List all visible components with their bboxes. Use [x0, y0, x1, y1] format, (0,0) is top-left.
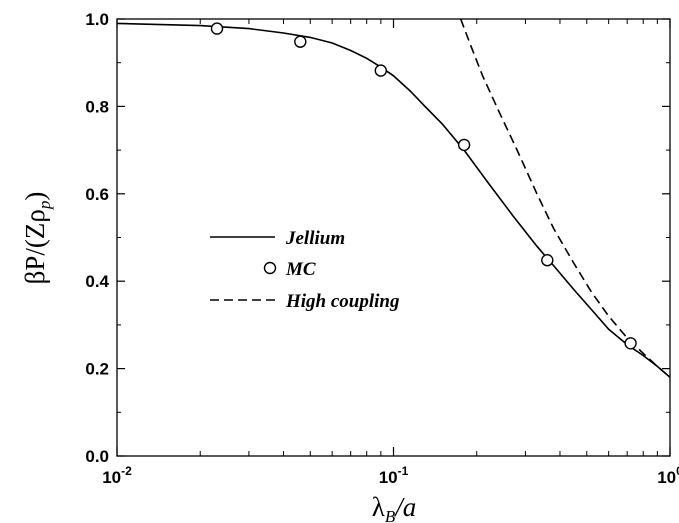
mc-marker — [210, 22, 224, 35]
mc-marker — [294, 35, 307, 48]
jellium-line — [117, 22, 670, 378]
axis-labels: λB/a βP/(Zρp) — [20, 192, 416, 523]
legend-label: High coupling — [285, 291, 400, 312]
high-coupling-line — [459, 19, 670, 378]
x-tick-label: 100 — [657, 464, 679, 487]
axis-ticks: 0.0 0.2 0.4 0.6 0.8 1.0 10-2 10-1 100 — [85, 10, 679, 487]
mc-marker — [541, 254, 554, 267]
mc-marker — [624, 337, 637, 350]
x-tick-label: 10-2 — [102, 464, 132, 487]
x-tick-label: 10-1 — [379, 464, 409, 487]
y-tick-label: 0.2 — [85, 360, 109, 379]
legend-label: Jellium — [285, 228, 345, 249]
mc-marker — [457, 138, 471, 152]
y-tick-label: 0.8 — [85, 97, 109, 116]
mc-marker — [374, 64, 387, 77]
x-axis-label: λB/a — [372, 492, 417, 523]
plot-frame — [116, 18, 671, 457]
y-tick-label: 0.4 — [85, 272, 109, 291]
y-tick-label: 0.0 — [85, 447, 109, 466]
y-tick-label: 1.0 — [85, 10, 109, 29]
y-tick-label: 0.6 — [85, 185, 109, 204]
legend: Jellium MC High coupling — [210, 228, 400, 312]
legend-label: MC — [285, 259, 316, 280]
curves — [117, 19, 670, 378]
legend-marker-mc — [263, 261, 277, 275]
markers — [210, 22, 637, 350]
y-axis-label: βP/(Zρp) — [20, 192, 54, 285]
